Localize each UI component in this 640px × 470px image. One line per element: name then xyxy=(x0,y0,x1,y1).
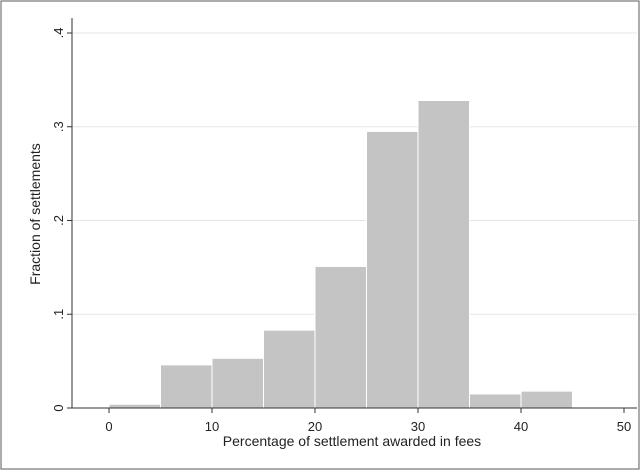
x-tick-label: 50 xyxy=(617,419,631,434)
x-tick-label: 30 xyxy=(411,419,425,434)
x-tick-label: 20 xyxy=(308,419,322,434)
y-tick-label: .4 xyxy=(51,28,66,39)
histogram-bar-5 xyxy=(366,130,419,409)
x-axis-title: Percentage of settlement awarded in fees xyxy=(223,433,481,449)
x-tick-label: 10 xyxy=(205,419,219,434)
axes xyxy=(67,18,637,413)
histogram-bar-6 xyxy=(417,100,470,409)
x-tick-labels: 0 10 20 30 40 50 xyxy=(105,419,631,434)
y-tick-label: .1 xyxy=(51,309,66,320)
y-tick-label: 0 xyxy=(51,404,66,411)
histogram-bar-4 xyxy=(314,265,367,409)
x-tick-label: 0 xyxy=(105,419,112,434)
x-tick-label: 40 xyxy=(514,419,528,434)
histogram-bar-7 xyxy=(469,393,522,409)
histogram-bar-1 xyxy=(160,364,213,409)
histogram-bar-0 xyxy=(108,403,161,409)
y-tick-labels: 0 .1 .2 .3 .4 xyxy=(51,28,66,412)
histogram-bar-8 xyxy=(520,390,573,409)
histogram-bar-3 xyxy=(263,329,316,409)
y-tick-label: .2 xyxy=(51,215,66,226)
y-tick-label: .3 xyxy=(51,121,66,132)
histogram-bar-2 xyxy=(211,357,264,409)
y-axis-title: Fraction of settlements xyxy=(27,143,43,285)
